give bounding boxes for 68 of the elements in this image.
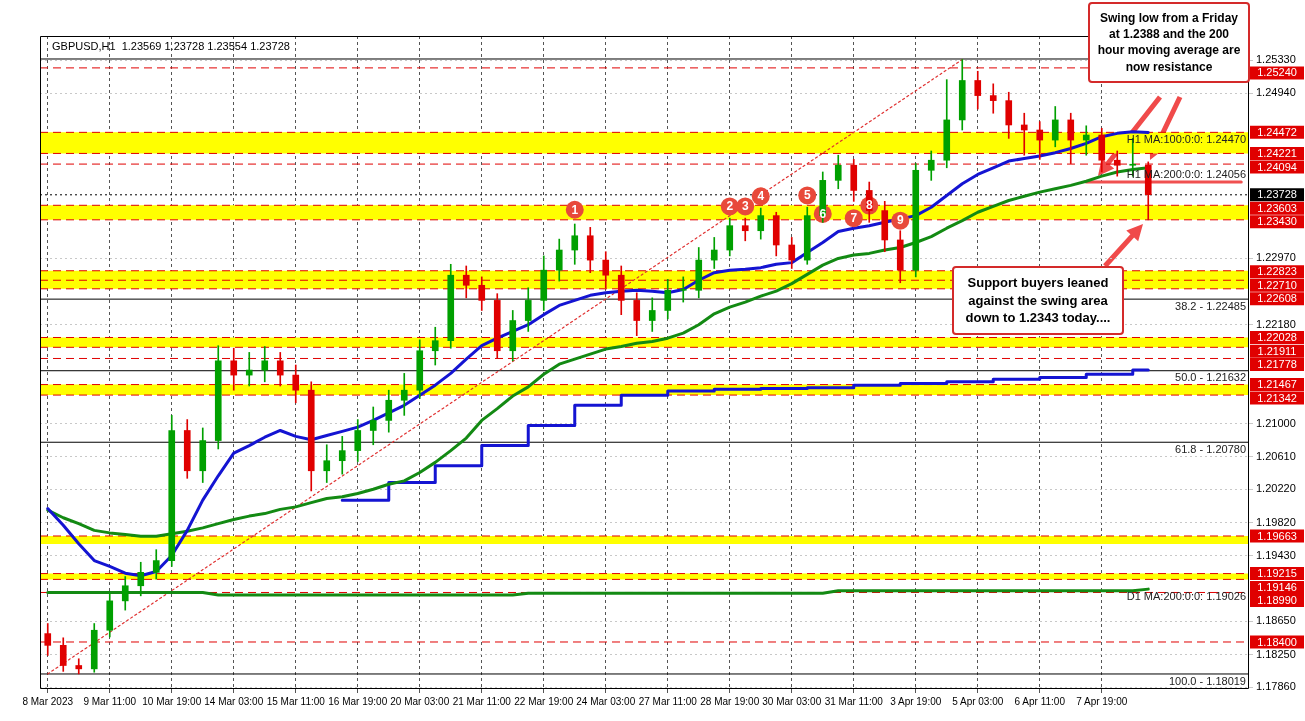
x-tick-label: 10 Mar 19:00 [142, 695, 202, 707]
ref-line-label: 1.23430 [1257, 215, 1297, 228]
series-label: 3 [741, 199, 749, 214]
ref-line-label: 1.24472 [1257, 125, 1297, 138]
ref-line-label: 1.19215 [1257, 567, 1297, 580]
ref-line-label: 1.19663 [1257, 529, 1297, 542]
ref-line-label: 1.24221 [1257, 146, 1297, 159]
ref-line-label: 1.22028 [1257, 331, 1297, 344]
series-label: 9 [896, 213, 904, 228]
annotation: 100.0 - 1.18019 [1168, 674, 1246, 687]
y-tick-label: 1.24940 [1256, 86, 1296, 99]
series-label: 8 [865, 198, 873, 213]
x-tick-label: 31 Mar 11:00 [824, 695, 884, 707]
x-tick-label: 28 Mar 19:00 [700, 695, 760, 707]
x-tick-label: 14 Mar 03:00 [204, 695, 264, 707]
ref-line-label: 1.19146 [1257, 580, 1297, 593]
x-tick-label: 15 Mar 11:00 [266, 695, 326, 707]
x-tick-label: 3 Apr 19:00 [890, 695, 942, 707]
x-tick-label: 22 Mar 19:00 [514, 695, 574, 707]
ref-line-label: 1.18990 [1257, 594, 1297, 607]
x-tick-label: 20 Mar 03:00 [390, 695, 450, 707]
y-tick-label: 1.19430 [1256, 548, 1296, 561]
x-tick-label: 9 Mar 11:00 [83, 695, 137, 707]
ref-line-label: 1.22710 [1257, 278, 1297, 291]
ref-line-label: 1.21911 [1257, 344, 1297, 357]
ref-line-label: 1.25240 [1257, 66, 1297, 79]
y-tick-label: 1.20220 [1256, 482, 1296, 495]
x-tick-label: 30 Mar 03:00 [762, 695, 822, 707]
x-tick-label: 6 Apr 11:00 [1014, 695, 1066, 707]
x-tick-label: 7 Apr 19:00 [1076, 695, 1128, 707]
ref-line-label: 1.21342 [1257, 391, 1297, 404]
ref-line-label: 1.21778 [1257, 358, 1297, 370]
annotation: Swing low from a Friday at 1.2388 and the 200 hour moving average are now resistance [1088, 2, 1250, 83]
annotation: 38.2 - 1.22485 [1175, 299, 1246, 312]
annotation: Support buyers leaned against the swing area down to 1.2343 today.... [952, 266, 1124, 335]
candlestick [679, 276, 687, 303]
x-tick-label: 5 Apr 03:00 [952, 695, 1004, 707]
x-tick-label: 27 Mar 11:00 [638, 695, 698, 707]
ref-line-label: 1.22823 [1257, 265, 1297, 278]
y-tick-label: 1.18650 [1256, 614, 1296, 627]
series-label: 7 [850, 210, 858, 225]
annotation: 61.8 - 1.20780 [1175, 442, 1246, 455]
ref-line-label: 1.23728 [1257, 188, 1297, 201]
series-label: 4 [757, 189, 765, 204]
series-label: 5 [803, 188, 811, 203]
chart-title: GBPUSD,H1 1.23569 1.23728 1.23554 1.23728 [52, 40, 290, 53]
y-tick-label: 1.22180 [1256, 317, 1296, 330]
annotation: 50.0 - 1.21632 [1175, 371, 1246, 384]
ref-line-label: 1.23603 [1257, 201, 1297, 214]
x-tick-label: 16 Mar 19:00 [328, 695, 388, 707]
legend-label: 1.22608 [1257, 292, 1297, 305]
x-tick-label: 24 Mar 03:00 [576, 695, 636, 707]
y-tick-label: 1.19820 [1256, 515, 1296, 528]
y-tick-label: 1.25330 [1256, 53, 1296, 66]
annotation: H1 MA:100:0:0: 1.24470 [1126, 133, 1246, 146]
annotation: D1 MA:200:0:0: 1.19026 [1126, 589, 1246, 602]
x-tick-label: 8 Mar 2023 [22, 695, 74, 707]
y-tick-label: 1.18250 [1256, 647, 1296, 660]
ref-line-label: 1.24094 [1257, 160, 1297, 173]
x-tick-label: 21 Mar 11:00 [452, 695, 512, 707]
y-tick-label: 1.21000 [1256, 416, 1296, 429]
y-tick-label: 1.17860 [1256, 680, 1296, 693]
ref-line-label: 1.18400 [1257, 635, 1297, 648]
y-tick-label: 1.22970 [1256, 251, 1296, 264]
series-label: 2 [726, 199, 734, 214]
y-tick-label: 1.20610 [1256, 449, 1296, 462]
ref-line-label: 1.21467 [1257, 378, 1297, 391]
series-label: 1 [571, 202, 579, 217]
